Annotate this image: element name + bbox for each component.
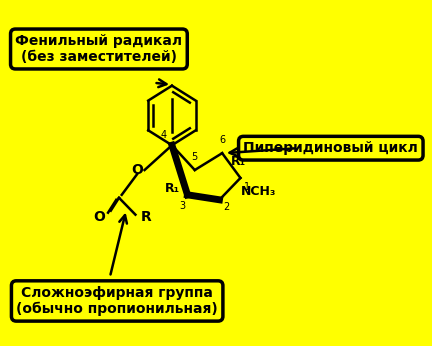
Text: 3: 3 bbox=[180, 201, 186, 211]
Text: 2: 2 bbox=[223, 202, 229, 212]
Text: 5: 5 bbox=[192, 152, 198, 162]
Text: NCH₃: NCH₃ bbox=[241, 185, 276, 198]
Text: Сложноэфирная группа
(обычно пропионильная): Сложноэфирная группа (обычно пропионильн… bbox=[16, 286, 218, 316]
Text: 6: 6 bbox=[219, 135, 225, 145]
Text: 4: 4 bbox=[160, 130, 166, 140]
Text: O: O bbox=[131, 163, 143, 177]
Text: Пиперидиновый цикл: Пиперидиновый цикл bbox=[244, 141, 418, 155]
Text: 1: 1 bbox=[244, 182, 250, 192]
Text: Фенильный радикал
(без заместителей): Фенильный радикал (без заместителей) bbox=[16, 34, 182, 64]
Text: R₁: R₁ bbox=[231, 155, 246, 167]
Text: R: R bbox=[141, 210, 152, 224]
Text: R₁: R₁ bbox=[165, 182, 181, 195]
Text: O: O bbox=[93, 210, 105, 224]
